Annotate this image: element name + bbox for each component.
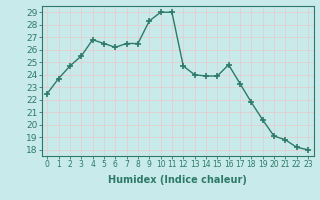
X-axis label: Humidex (Indice chaleur): Humidex (Indice chaleur)	[108, 175, 247, 185]
